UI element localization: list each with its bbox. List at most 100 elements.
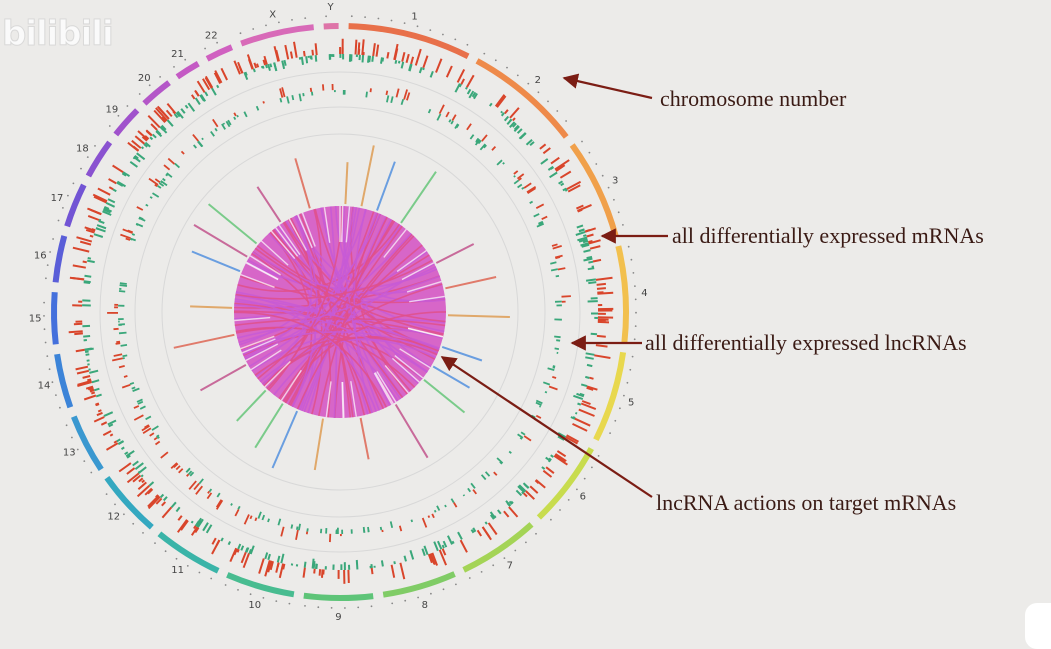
tick-dot	[492, 564, 494, 566]
mrna-mark	[438, 541, 442, 549]
target-link-line	[377, 162, 395, 211]
mrna-mark	[518, 129, 522, 133]
lncrna-mark	[164, 165, 170, 170]
chromosome-label-17: 17	[51, 193, 64, 204]
lncrna-mark	[119, 366, 125, 368]
chromosome-label-22: 22	[205, 31, 218, 42]
mrna-mark	[108, 199, 115, 202]
tick-dot	[632, 356, 634, 358]
tick-dot	[344, 607, 346, 609]
tick-dot	[378, 18, 380, 20]
lncrna-mark	[454, 503, 457, 508]
mrna-mark	[588, 282, 596, 283]
mrna-mark	[363, 55, 364, 62]
chromosome-label-9: 9	[335, 612, 341, 623]
lncrna-mark	[262, 515, 264, 520]
lncrna-mark	[163, 179, 166, 181]
chromosome-label-16: 16	[34, 250, 47, 261]
target-link-line	[201, 365, 246, 391]
lncrna-mark	[509, 452, 511, 454]
mrna-mark	[142, 147, 144, 148]
mrna-mark	[448, 536, 452, 545]
target-link-line	[396, 405, 428, 458]
mrna-mark	[587, 235, 594, 237]
mrna-mark	[593, 260, 601, 262]
mrna-mark	[596, 345, 608, 347]
mrna-mark	[597, 293, 613, 294]
target-link-line	[442, 347, 482, 361]
tick-dot	[357, 607, 359, 609]
tick-dot	[46, 355, 48, 357]
mrna-mark	[504, 511, 509, 517]
tick-dot	[628, 246, 630, 248]
mrna-mark	[505, 117, 509, 121]
mrna-mark	[176, 507, 179, 511]
target-link-line	[257, 187, 280, 222]
lncrna-mark	[556, 340, 560, 341]
tick-dot	[568, 499, 570, 501]
lncrna-mark	[161, 181, 163, 182]
tick-dot	[391, 603, 393, 605]
lncrna-mark	[281, 527, 284, 537]
arrow-chromosome	[564, 78, 652, 98]
mrna-mark	[294, 42, 297, 58]
tick-dot	[404, 22, 406, 24]
tick-dot	[80, 168, 82, 170]
lncrna-mark	[211, 132, 214, 137]
lncrna-mark	[423, 518, 427, 527]
lncrna-mark	[202, 138, 203, 140]
mrna-mark	[164, 497, 167, 501]
mrna-mark	[80, 242, 91, 245]
target-link-line	[401, 172, 436, 223]
tick-dot	[454, 39, 456, 41]
mrna-mark	[474, 530, 475, 532]
mrna-mark	[560, 172, 570, 178]
lncrna-mark	[280, 98, 281, 102]
mrna-mark	[377, 45, 379, 57]
mrna-mark	[395, 48, 398, 60]
lncrna-mark	[562, 296, 571, 297]
mrna-mark	[84, 281, 91, 282]
tick-dot	[118, 115, 120, 117]
mrna-mark	[172, 502, 176, 507]
mrna-mark	[127, 468, 135, 474]
mrna-mark	[257, 64, 258, 68]
tick-dot	[556, 110, 558, 112]
mrna-mark	[113, 189, 116, 191]
lncrna-mark	[112, 358, 123, 360]
chord-gap	[342, 382, 343, 418]
mrna-mark	[400, 563, 404, 579]
mrna-mark	[198, 81, 205, 92]
mrna-mark	[587, 365, 592, 366]
tick-dot	[364, 16, 366, 18]
mrna-mark	[149, 482, 153, 486]
lncrna-mark	[536, 204, 543, 208]
mrna-mark	[106, 203, 114, 207]
mrna-mark	[96, 228, 106, 231]
lncrna-mark	[235, 510, 238, 517]
tick-dot	[535, 533, 537, 535]
lncrna-mark	[452, 115, 455, 121]
mrna-mark	[92, 229, 96, 230]
mrna-mark	[153, 135, 156, 138]
lncrna-mark	[155, 179, 160, 182]
lncrna-mark	[407, 93, 410, 101]
mrna-mark	[581, 384, 587, 386]
mrna-mark	[561, 184, 564, 186]
lncrna-mark	[213, 119, 218, 126]
mrna-mark	[313, 559, 314, 569]
lncrna-mark	[210, 489, 212, 492]
label-mrnas: all differentially expressed mRNAs	[672, 223, 984, 249]
tick-dot	[199, 572, 201, 574]
lncrna-mark	[207, 493, 211, 499]
chromosome-label-18: 18	[76, 144, 89, 155]
lncrna-mark	[312, 92, 313, 96]
mrna-mark	[458, 532, 462, 539]
mrna-mark	[588, 262, 593, 263]
lncrna-mark	[303, 93, 304, 96]
lncrna-mark	[549, 387, 557, 390]
lncrna-mark	[482, 135, 487, 141]
lncrna-target-chords	[234, 206, 446, 418]
mrna-mark	[109, 179, 117, 183]
lncrna-mark	[558, 268, 565, 269]
